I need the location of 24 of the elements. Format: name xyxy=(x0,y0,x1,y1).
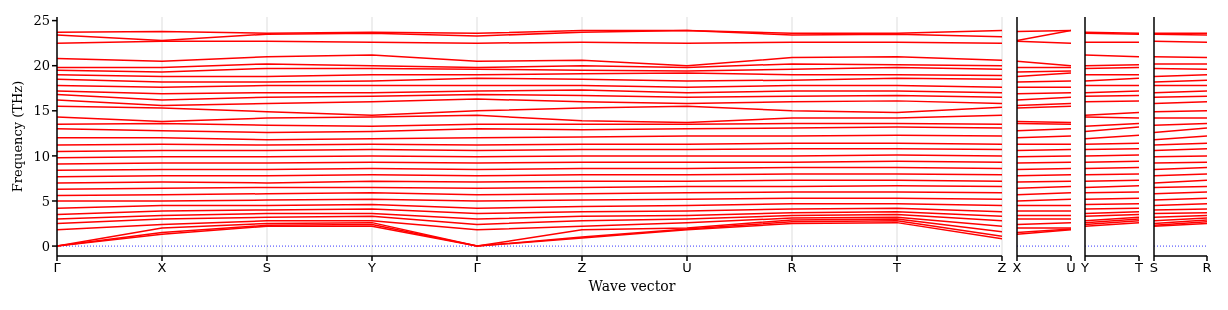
y-tick-label: 20 xyxy=(33,58,50,74)
x-tick-label: Z xyxy=(577,260,587,276)
y-tick-label: 5 xyxy=(41,193,50,209)
x-tick-label: Z xyxy=(997,260,1007,276)
x-tick-label: S xyxy=(262,260,272,276)
y-tick-label: 0 xyxy=(41,238,50,254)
x-tick-label: Γ xyxy=(53,260,62,276)
x-tick-label: R xyxy=(787,260,797,276)
x-tick-label: Y xyxy=(367,260,377,276)
x-tick-label: R xyxy=(1202,260,1212,276)
x-tick-label: S xyxy=(1149,260,1159,276)
x-tick-label: T xyxy=(1134,260,1144,276)
x-tick-label: U xyxy=(682,260,692,276)
y-axis-title: Frequency (THz) xyxy=(9,80,25,193)
x-tick-label: Y xyxy=(1080,260,1090,276)
y-tick-label: 15 xyxy=(33,103,50,119)
x-tick-label: X xyxy=(1012,260,1022,276)
x-tick-label: Γ xyxy=(473,260,482,276)
y-tick-label: 25 xyxy=(33,13,50,29)
y-tick-label: 10 xyxy=(33,148,50,164)
x-tick-label: U xyxy=(1066,260,1076,276)
x-tick-label: X xyxy=(157,260,167,276)
x-tick-label: T xyxy=(892,260,902,276)
x-axis-title: Wave vector xyxy=(587,278,677,294)
